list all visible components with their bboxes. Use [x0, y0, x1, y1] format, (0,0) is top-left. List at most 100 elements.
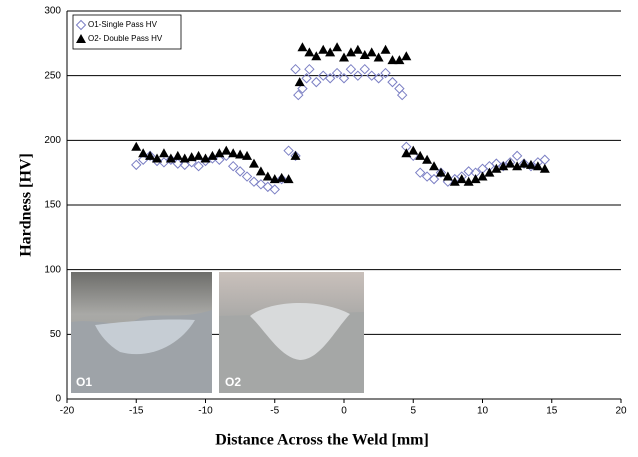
point	[387, 55, 398, 65]
x-tick-label: -5	[270, 406, 279, 417]
point	[283, 145, 294, 156]
point	[297, 83, 308, 94]
point	[152, 153, 163, 163]
point	[304, 63, 315, 75]
legend-label: O1-Single Pass HV	[88, 20, 158, 29]
x-tick-label: -15	[129, 406, 144, 417]
point	[138, 148, 149, 158]
point	[511, 150, 523, 162]
point	[262, 171, 273, 181]
point	[421, 171, 433, 182]
point	[422, 154, 433, 164]
point	[332, 42, 343, 52]
y-tick-label: 0	[55, 394, 61, 405]
point	[318, 44, 329, 54]
point	[408, 145, 419, 155]
point	[200, 153, 211, 163]
x-tick-label: 20	[615, 406, 627, 417]
point	[525, 159, 536, 169]
point	[301, 73, 312, 84]
point	[193, 160, 204, 172]
point	[248, 158, 259, 168]
y-tick-label: 50	[50, 329, 62, 340]
point	[131, 141, 142, 151]
point	[345, 63, 357, 75]
point	[193, 150, 204, 160]
point	[491, 163, 502, 173]
point	[380, 44, 391, 54]
point	[435, 167, 446, 177]
point	[276, 173, 287, 185]
point	[498, 160, 509, 172]
point	[525, 160, 537, 172]
point	[339, 52, 349, 62]
point	[366, 47, 377, 57]
point	[241, 171, 253, 182]
point	[359, 49, 370, 59]
point	[352, 44, 363, 54]
point	[463, 176, 474, 186]
x-tick-label: 0	[341, 406, 347, 417]
point	[366, 70, 377, 81]
point	[248, 176, 260, 187]
point	[498, 161, 509, 171]
point	[145, 150, 156, 160]
point	[519, 158, 530, 168]
point	[394, 55, 405, 65]
x-axis-title: Distance Across the Weld [mm]	[215, 432, 429, 449]
insets: O1 O2	[71, 272, 364, 393]
point	[276, 172, 287, 182]
legend-marker	[75, 19, 87, 31]
point	[242, 150, 253, 160]
point	[255, 166, 266, 176]
point	[359, 63, 370, 75]
legend-label: O2- Double Pass HV	[88, 34, 163, 43]
x-tick-label: -20	[60, 406, 75, 417]
point	[227, 160, 239, 172]
point	[456, 174, 467, 184]
point	[532, 161, 543, 171]
point	[311, 51, 322, 61]
point	[324, 73, 336, 84]
point	[294, 77, 305, 87]
point	[373, 73, 384, 84]
point	[165, 153, 176, 163]
point	[477, 171, 488, 181]
y-axis-title: Hardness [HV]	[18, 153, 35, 257]
point	[144, 150, 156, 162]
point	[442, 171, 453, 181]
point	[304, 47, 315, 57]
point	[172, 150, 183, 160]
x-tick-label: 15	[546, 406, 558, 417]
point	[293, 89, 304, 101]
point	[228, 148, 239, 158]
point	[352, 70, 364, 81]
y-tick-label: 200	[44, 135, 61, 146]
legend: O1-Single Pass HV O2- Double Pass HV	[72, 14, 182, 50]
point	[387, 76, 398, 88]
point	[290, 150, 301, 160]
point	[255, 179, 267, 190]
point	[435, 167, 447, 178]
point	[290, 150, 301, 162]
point	[131, 159, 142, 171]
point	[484, 167, 495, 177]
point	[235, 149, 246, 159]
legend-box	[72, 14, 182, 50]
point	[311, 76, 322, 88]
point	[401, 148, 412, 158]
point	[345, 47, 356, 57]
x-tick-label: 10	[477, 406, 489, 417]
point	[221, 145, 232, 155]
point	[396, 89, 408, 101]
point	[401, 51, 412, 61]
legend-marker	[76, 34, 86, 43]
point	[214, 148, 225, 158]
point	[463, 166, 474, 177]
point	[449, 176, 460, 186]
y-tick-label: 150	[44, 200, 61, 211]
y-tick-label: 250	[44, 70, 61, 81]
point	[428, 173, 440, 185]
point	[414, 167, 426, 178]
